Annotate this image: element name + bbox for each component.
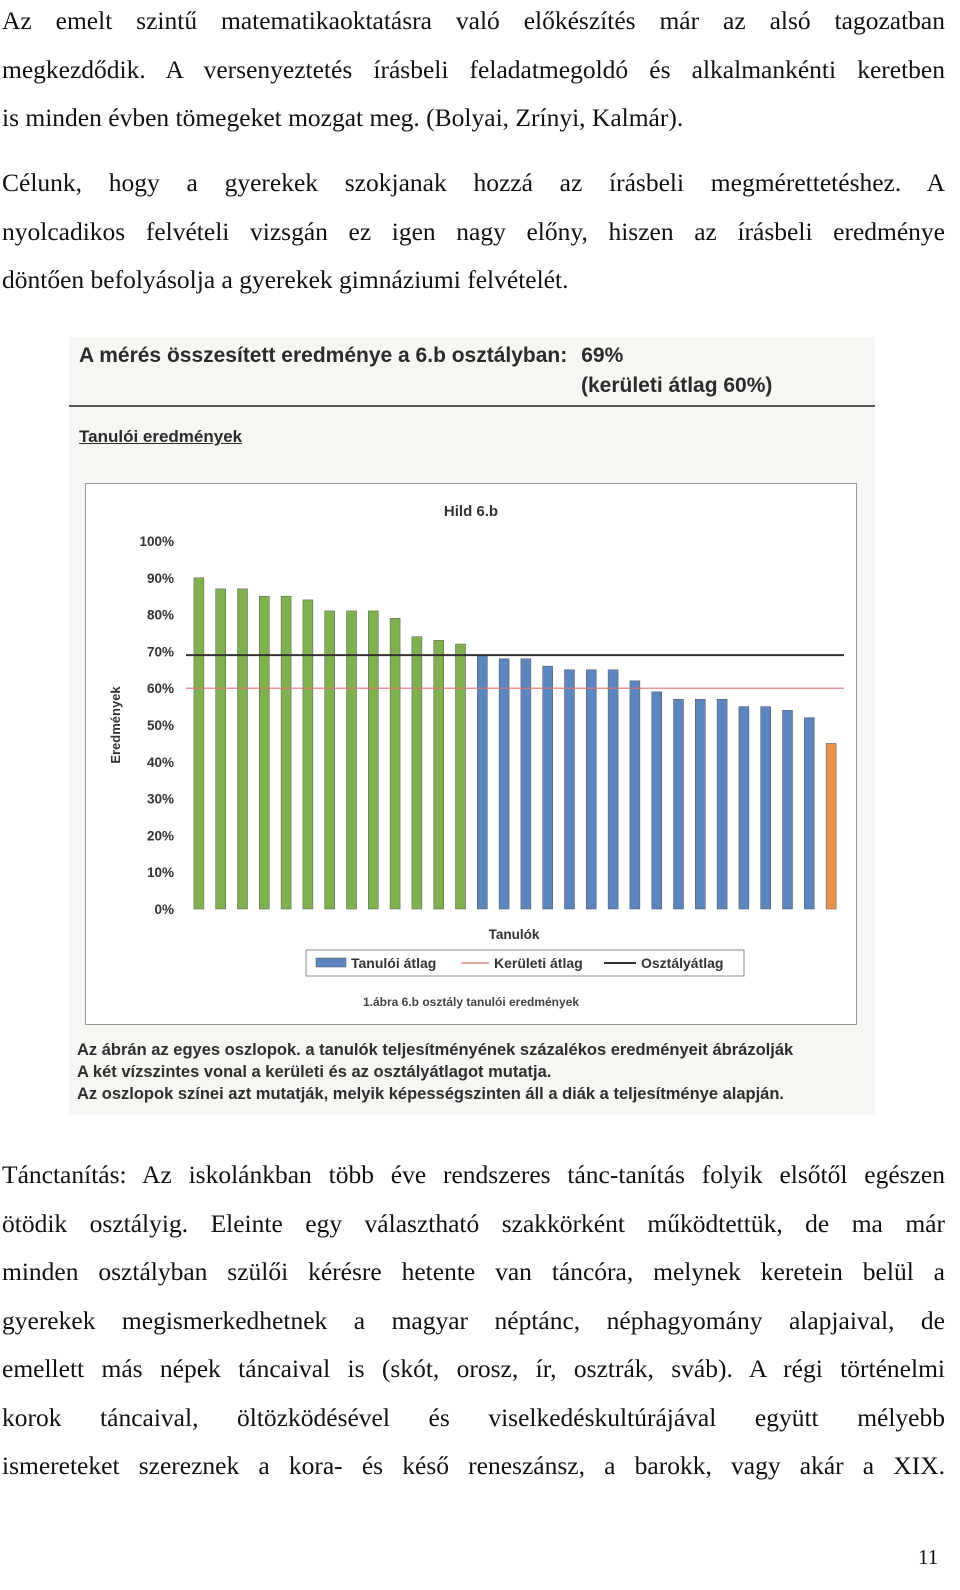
bar [782,710,793,910]
bar [280,595,292,910]
bar [651,691,662,910]
text-line: ötödik osztályig. Eleinte egy választhat… [2,1208,945,1238]
bar-chart-frame: Hild 6.b 0% 10% 20% 30% 40% 50% 60% 70% 80% 90% 100… [85,483,857,1025]
text-line: Az emelt szintű matematikaoktatásra való… [2,6,945,35]
text-line: korok táncaival, öltözködésével és visel… [2,1402,945,1432]
y-tick-label: 20% [147,828,174,843]
bar [520,658,532,910]
text-line: döntően befolyásolja a gyerekek gimnáziu… [2,265,569,294]
bar [302,599,314,910]
bar [542,665,553,910]
chart-title: Hild 6.b [444,503,498,520]
figure-note: Az ábrán az egyes oszlopok. a tanulók te… [77,1041,794,1059]
bar [411,636,423,910]
scanned-results-figure: A mérés összesített eredménye a 6.b oszt… [69,337,875,1115]
x-axis-label: Tanulók [489,927,540,942]
bar [564,669,575,910]
legend-label: Osztályátlag [641,955,723,971]
bar [346,610,357,910]
figure-note: A két vízszintes vonal a kerületi és az … [77,1063,552,1081]
page-number: 11 [918,1545,939,1569]
goal-paragraph: Célunk, hogy a gyerekek szokjanak hozzá … [2,159,945,305]
legend-swatch-student [315,957,347,968]
figure-title-text: A mérés összesített eredménye a 6.b oszt… [79,344,568,367]
bar [368,610,379,910]
bar [455,643,466,910]
text-line: emellett más népek táncaival is (skót, o… [2,1354,945,1383]
bar [716,698,728,910]
figure-note: Az oszlopok színei azt mutatják, melyik … [77,1085,785,1103]
text-line: gyerekek megismerkedhetnek a magyar népt… [2,1305,945,1335]
legend-label: Kerületi átlag [494,955,583,971]
dance-paragraph: Tánctanítás: Az iskolánkban több éve ren… [2,1151,945,1491]
bar [433,640,444,910]
y-axis-label: Eredmények [108,686,123,764]
class-result-value: 69% [581,344,624,367]
bar [607,669,619,910]
y-tick-label: 80% [147,608,174,623]
y-tick-label: 60% [147,681,174,696]
bar [586,669,597,910]
y-tick-label: 30% [147,792,174,807]
bar-chart: Hild 6.b 0% 10% 20% 30% 40% 50% 60% 70% 80% 90% 100… [108,503,844,1009]
figure-notes: Az ábrán az egyes oszlopok. a tanulók te… [77,1039,793,1105]
bar [629,680,641,910]
bar [498,658,510,910]
y-tick-label: 70% [147,644,174,659]
bar [477,654,488,910]
bar [237,588,248,910]
y-tick-label: 50% [147,718,174,733]
y-tick-label: 40% [147,755,174,770]
text-line: Célunk, hogy a gyerekek szokjanak hozzá … [2,168,945,197]
bar [215,588,226,910]
bar [259,595,270,910]
divider [69,405,875,407]
bar [695,698,706,910]
chart-caption: 1.ábra 6.b osztály tanulói eredmények [363,995,579,1009]
text-line: ismereteket szereznek a kora- és késő re… [2,1451,945,1480]
bar [324,610,335,910]
text-line: is minden évben tömegeket mozgat meg. (B… [2,103,684,132]
bar [760,706,771,910]
bar [673,698,684,910]
bar [804,717,815,910]
bar [738,706,750,910]
y-tick-label: 10% [147,865,174,880]
district-average-note: (kerületi átlag 60%) [581,374,773,397]
text-line: megkezdődik. A versenyeztetés írásbeli f… [2,54,945,84]
intro-paragraph: Az emelt szintű matematikaoktatásra való… [2,0,945,143]
legend-label: Tanulói átlag [351,955,436,971]
text-line: Tánctanítás: Az iskolánkban több éve ren… [2,1160,945,1189]
bar [825,743,837,910]
y-tick-label: 100% [139,534,174,549]
figure-heading: Tanulói eredmények [79,427,243,446]
legend-box [305,949,745,977]
text-line: nyolcadikos felvételi vizsgán ez igen na… [2,216,945,246]
text-line: minden osztályban szülői kérésre hetente… [2,1257,945,1286]
bar [389,618,401,910]
bar [193,577,205,910]
y-tick-label: 90% [147,571,174,586]
figure-title: A mérés összesített eredménye a 6.b oszt… [79,344,623,368]
y-tick-label: 0% [154,902,174,917]
